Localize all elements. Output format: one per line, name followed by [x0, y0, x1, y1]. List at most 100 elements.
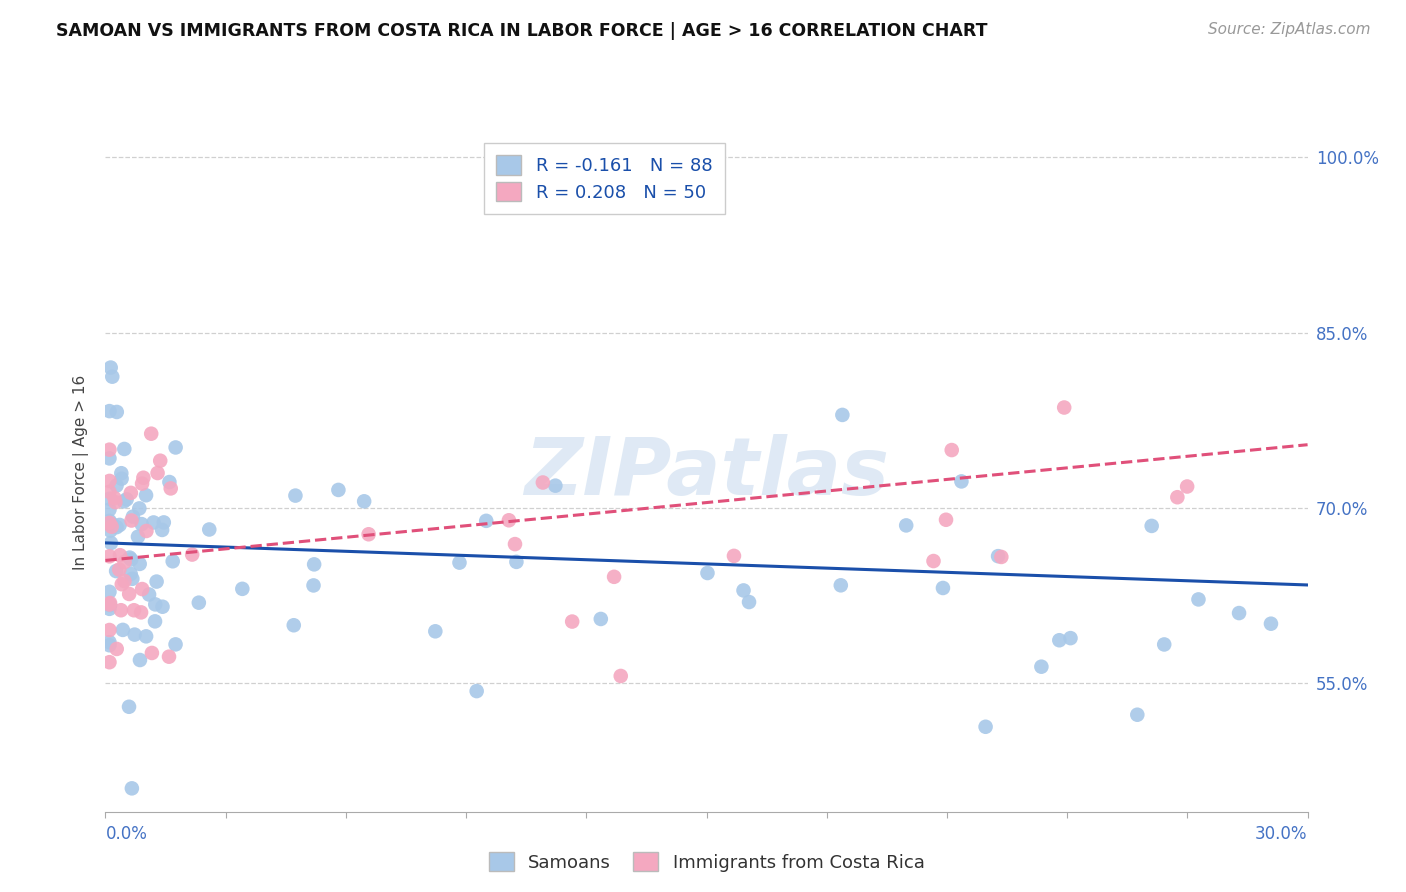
Point: [112, 442, 135, 456]
Point: [101, 517, 124, 532]
Point: [120, 552, 142, 566]
Point: [103, 491, 125, 505]
Point: [105, 405, 128, 419]
Point: [120, 486, 142, 500]
Text: ZIPatlas: ZIPatlas: [524, 434, 889, 512]
Point: [138, 587, 160, 601]
Point: [98, 404, 121, 418]
Point: [110, 467, 132, 481]
Point: [449, 556, 471, 570]
Point: [198, 523, 221, 537]
Point: [544, 478, 567, 492]
Point: [110, 472, 132, 486]
Point: [128, 557, 150, 571]
Point: [181, 548, 204, 562]
Point: [141, 426, 163, 441]
Point: [98, 638, 121, 652]
Point: [1031, 659, 1053, 673]
Point: [932, 581, 955, 595]
Point: [302, 578, 325, 592]
Point: [922, 554, 945, 568]
Point: [110, 603, 132, 617]
Point: [328, 483, 350, 497]
Point: [121, 514, 143, 528]
Point: [283, 618, 305, 632]
Point: [105, 642, 128, 657]
Point: [738, 595, 761, 609]
Point: [974, 720, 997, 734]
Point: [98, 598, 121, 612]
Point: [425, 624, 447, 639]
Point: [98, 623, 121, 637]
Point: [135, 488, 157, 502]
Point: [896, 518, 918, 533]
Point: [603, 570, 626, 584]
Point: [503, 537, 526, 551]
Point: [98, 502, 121, 516]
Point: [122, 603, 145, 617]
Point: [1260, 616, 1282, 631]
Point: [118, 550, 141, 565]
Point: [723, 549, 745, 563]
Point: [609, 669, 631, 683]
Point: [157, 649, 180, 664]
Point: [108, 563, 131, 577]
Point: [108, 518, 131, 533]
Point: [98, 514, 121, 528]
Point: [132, 471, 155, 485]
Point: [162, 554, 184, 568]
Point: [1059, 631, 1081, 645]
Point: [150, 523, 173, 537]
Point: [465, 684, 488, 698]
Point: [118, 699, 141, 714]
Point: [302, 558, 325, 572]
Point: [143, 615, 166, 629]
Point: [131, 582, 153, 596]
Point: [159, 482, 181, 496]
Point: [135, 629, 157, 643]
Point: [129, 653, 152, 667]
Point: [121, 572, 143, 586]
Point: [950, 475, 973, 489]
Text: Source: ZipAtlas.com: Source: ZipAtlas.com: [1208, 22, 1371, 37]
Point: [142, 516, 165, 530]
Point: [131, 476, 153, 491]
Point: [127, 530, 149, 544]
Point: [165, 637, 187, 651]
Point: [1187, 592, 1209, 607]
Point: [118, 587, 141, 601]
Point: [128, 501, 150, 516]
Point: [231, 582, 253, 596]
Point: [561, 615, 583, 629]
Point: [120, 566, 142, 581]
Point: [98, 474, 121, 488]
Point: [990, 549, 1012, 564]
Point: [105, 520, 128, 534]
Point: [475, 514, 498, 528]
Point: [696, 566, 718, 580]
Point: [108, 548, 131, 562]
Point: [122, 509, 145, 524]
Point: [141, 646, 163, 660]
Point: [353, 494, 375, 508]
Point: [105, 564, 128, 578]
Point: [1153, 637, 1175, 651]
Point: [98, 484, 121, 499]
Point: [733, 583, 755, 598]
Point: [100, 536, 122, 550]
Point: [104, 495, 127, 509]
Point: [941, 443, 963, 458]
Point: [98, 549, 121, 564]
Point: [98, 442, 121, 457]
Point: [114, 555, 136, 569]
Point: [505, 555, 527, 569]
Point: [98, 635, 121, 649]
Point: [831, 408, 853, 422]
Point: [1140, 519, 1163, 533]
Point: [101, 369, 124, 384]
Y-axis label: In Labor Force | Age > 16: In Labor Force | Age > 16: [73, 376, 90, 570]
Point: [1227, 606, 1250, 620]
Point: [157, 475, 180, 489]
Point: [121, 781, 143, 796]
Text: 0.0%: 0.0%: [105, 825, 148, 843]
